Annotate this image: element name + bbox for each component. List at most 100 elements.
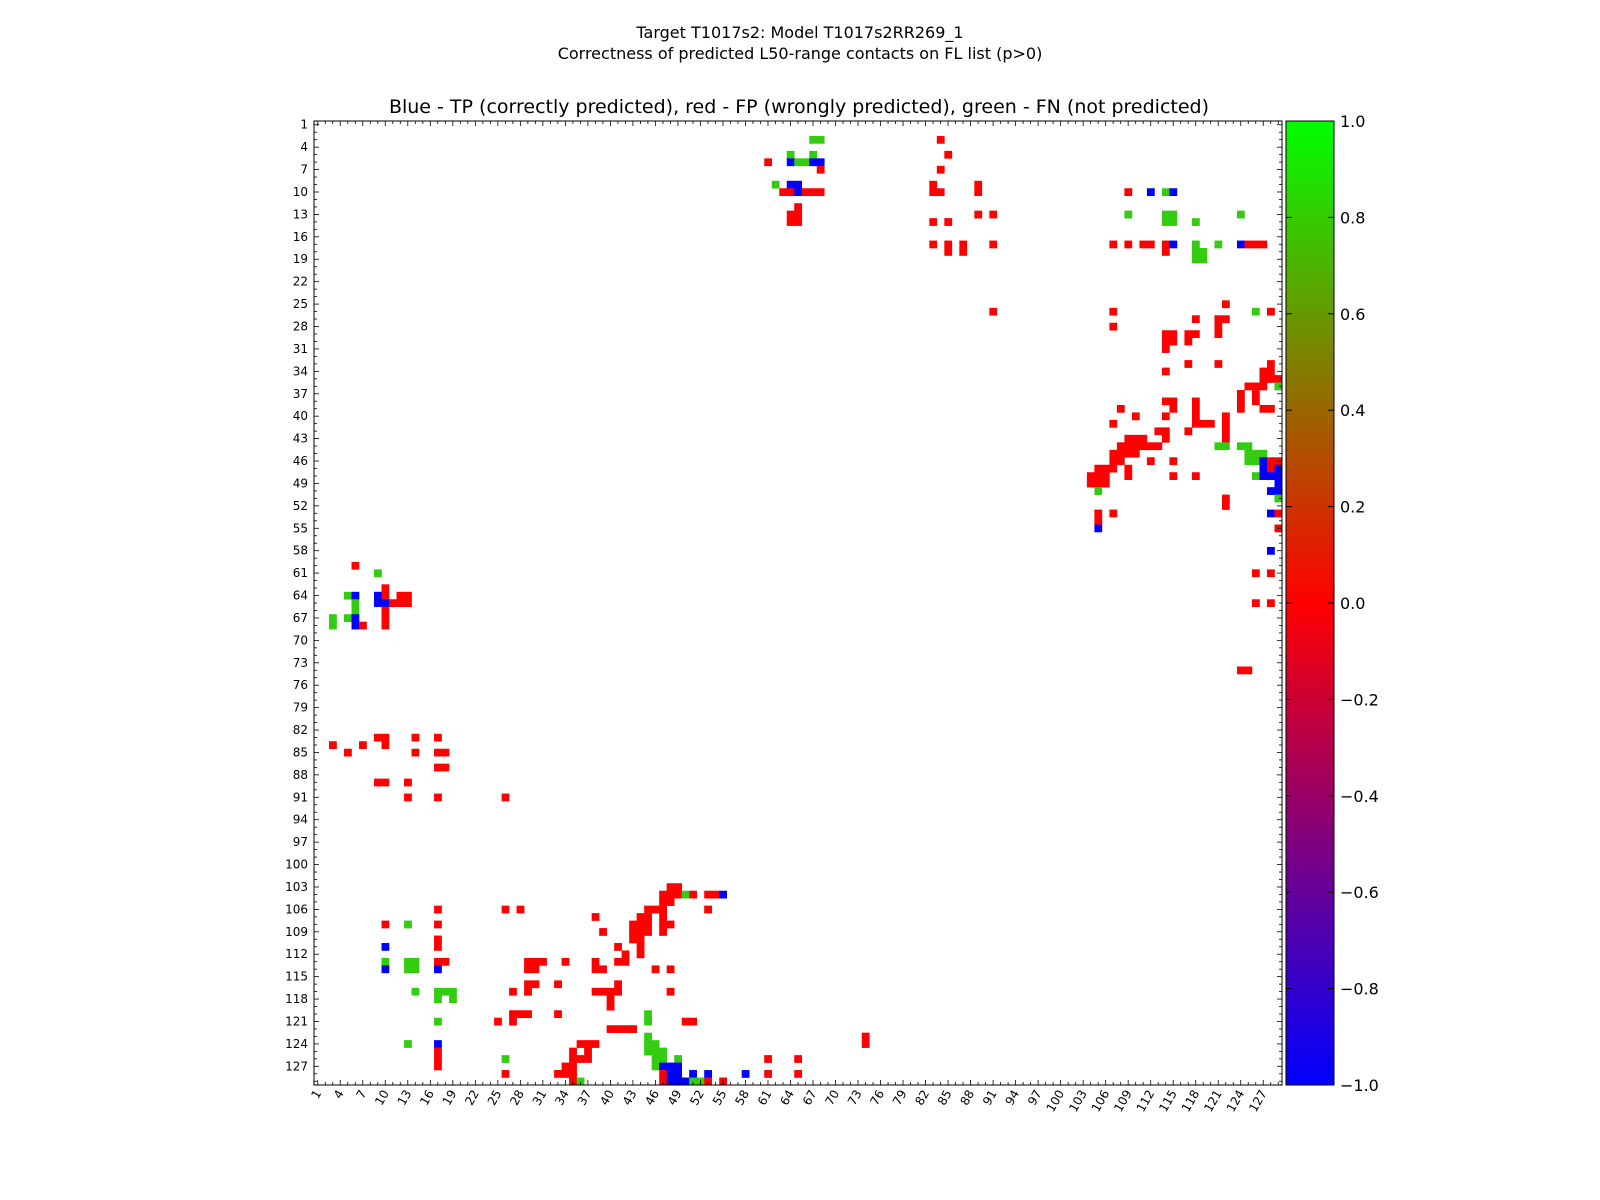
contact-cell-fp	[531, 957, 540, 966]
x-tick-label: 112	[1134, 1088, 1158, 1115]
contact-cell-fp	[944, 218, 953, 226]
colorbar-tick-label: 0.0	[1340, 594, 1365, 613]
y-tick-label: 1	[300, 118, 308, 132]
contact-cell-fn	[1191, 255, 1200, 264]
contact-cell-fp	[621, 1025, 630, 1033]
y-tick-label: 118	[285, 992, 308, 1006]
x-tick-label: 121	[1201, 1088, 1225, 1115]
contact-cell-fp	[606, 1025, 615, 1033]
contact-cell-fp	[501, 1070, 510, 1078]
contact-cell-fp	[1251, 240, 1260, 249]
contact-cell-fp	[404, 599, 412, 608]
contact-cell-fp	[636, 943, 645, 951]
contact-cell-fp	[779, 188, 788, 197]
x-tick-label: 85	[935, 1088, 955, 1108]
contact-cell-fp	[1266, 569, 1275, 578]
y-tick-label: 49	[293, 476, 308, 490]
contact-cell-fp	[1259, 240, 1268, 249]
contact-cell-tp	[794, 188, 803, 197]
contact-cell-fp	[381, 621, 390, 630]
contact-cell-fp	[1259, 404, 1268, 413]
contact-cell-fp	[524, 965, 532, 974]
contact-cell-fp	[1131, 412, 1140, 421]
contact-cell-fp	[1251, 397, 1260, 406]
contact-cell-fp	[561, 1062, 570, 1071]
contact-cell-fn	[404, 1040, 412, 1048]
contact-cell-fp	[1124, 464, 1133, 473]
x-tick-label: 16	[417, 1088, 437, 1108]
x-tick-label: 79	[890, 1088, 910, 1108]
x-tick-label: 97	[1025, 1088, 1045, 1108]
contact-cell-fp	[659, 1077, 667, 1086]
contact-cell-fp	[1161, 434, 1170, 443]
contact-cell-fp	[381, 614, 390, 622]
contact-cell-fp	[636, 928, 645, 936]
x-tick-labels: 1 4 7 10 13 16 19 22 25 28 31 34 37 40 43 46 49 52 55 58 61 6…	[308, 1088, 1269, 1115]
x-tick-label: 46	[642, 1088, 662, 1108]
contact-cell-tp	[351, 621, 360, 630]
y-tick-label: 13	[293, 207, 308, 221]
contact-cell-fn	[449, 987, 457, 996]
x-tick-label: 49	[665, 1088, 685, 1108]
contact-cell-fp	[614, 957, 622, 966]
contact-cell-fp	[569, 1077, 577, 1086]
contact-cell-fn	[1244, 449, 1253, 458]
y-tick-label: 73	[293, 656, 308, 670]
contact-cell-fp	[786, 210, 795, 219]
plot-title: Blue - TP (correctly predicted), red - F…	[388, 96, 1210, 118]
contact-cell-fn	[809, 135, 818, 144]
contact-cell-fp	[644, 920, 652, 929]
y-tick-label: 64	[293, 589, 308, 603]
contact-cell-fn	[1214, 240, 1223, 249]
contact-cell-fn	[1161, 218, 1170, 226]
contact-cell-fp	[434, 763, 442, 772]
y-tick-label: 4	[300, 140, 308, 154]
contact-cell-fn	[1199, 255, 1208, 264]
contact-cell-fp	[659, 928, 667, 936]
contact-cell-fp	[1161, 330, 1170, 339]
contact-cell-fp	[629, 935, 637, 944]
contact-cell-fp	[1169, 330, 1178, 339]
contact-cell-fp	[1124, 188, 1133, 197]
contact-cell-fp	[1184, 337, 1193, 346]
x-tick-label: 73	[845, 1088, 865, 1108]
contact-cell-fp	[929, 188, 938, 197]
y-tick-label: 43	[293, 432, 308, 446]
contact-cell-fn	[1251, 472, 1260, 480]
x-tick-label: 37	[575, 1088, 595, 1108]
contact-cell-tp	[786, 158, 795, 167]
contact-cell-fn	[434, 995, 442, 1004]
contact-cells	[329, 135, 1283, 1086]
contact-cell-tp	[1169, 240, 1178, 249]
contact-cell-fp	[1139, 442, 1148, 451]
figure-title-line-2: Correctness of predicted L50-range conta…	[557, 44, 1043, 63]
contact-cell-fp	[861, 1040, 870, 1048]
contact-cell-fp	[1221, 502, 1230, 510]
x-tick-label: 55	[710, 1088, 730, 1108]
y-tick-label: 67	[293, 611, 308, 625]
contact-cell-fn	[434, 987, 442, 996]
x-tick-label: 76	[867, 1088, 887, 1108]
contact-cell-fp	[1094, 464, 1103, 473]
contact-cell-fp	[974, 210, 983, 219]
y-tick-label: 46	[293, 454, 308, 468]
contact-cell-tp	[351, 591, 360, 600]
contact-cell-fp	[944, 240, 953, 249]
contact-cell-fp	[1184, 360, 1193, 368]
x-tick-label: 115	[1156, 1088, 1180, 1115]
contact-cell-fp	[974, 188, 983, 197]
contact-cell-fp	[1184, 330, 1193, 339]
contact-cell-fn	[809, 150, 818, 159]
contact-cell-fp	[1214, 330, 1223, 339]
contact-cell-fp	[1161, 337, 1170, 346]
contact-cell-tp	[1274, 487, 1283, 495]
contact-cell-fn	[816, 135, 825, 144]
contact-cell-fn	[411, 965, 420, 974]
contact-cell-fp	[1251, 599, 1260, 608]
contact-cell-tp	[1266, 472, 1275, 480]
contact-cell-fp	[801, 188, 810, 197]
contact-cell-fp	[666, 920, 675, 929]
contact-cell-fp	[1101, 472, 1110, 480]
contact-cell-fp	[629, 928, 637, 936]
contact-cell-fp	[689, 890, 697, 899]
